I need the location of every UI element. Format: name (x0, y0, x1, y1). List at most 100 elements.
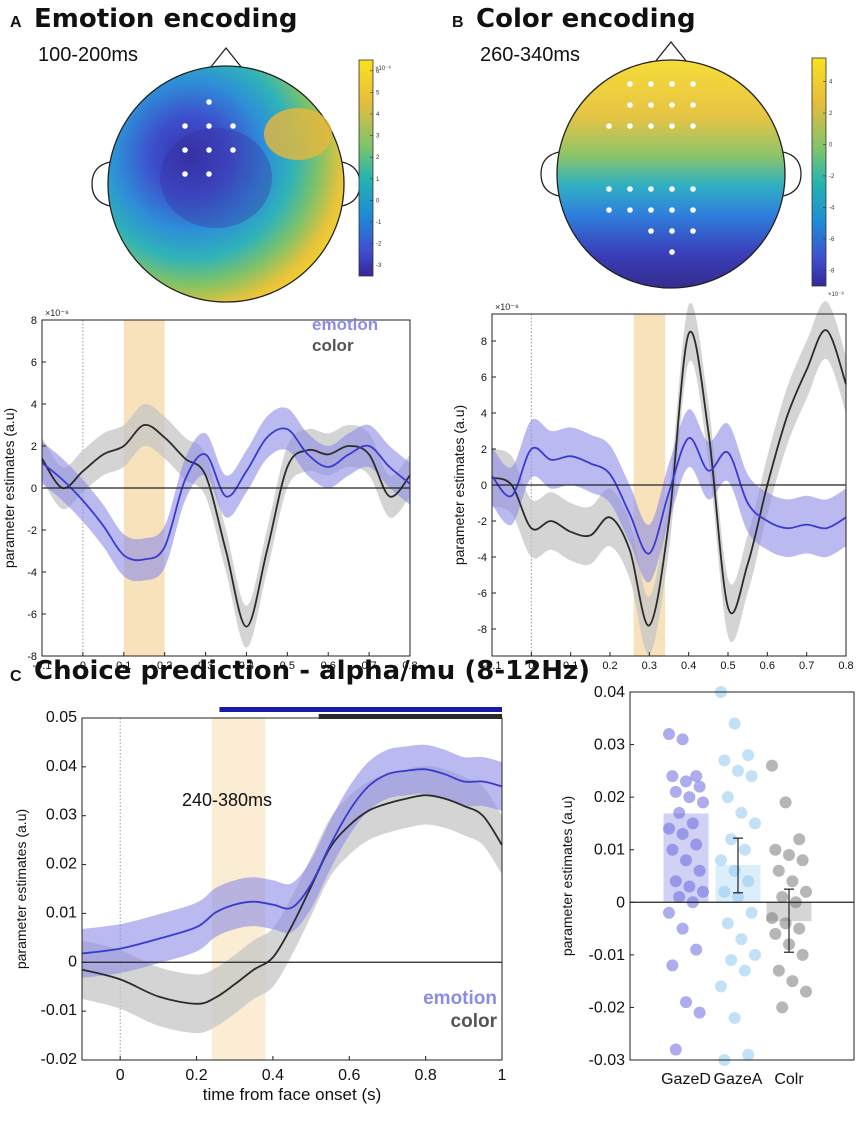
line-b-ylabel: parameter estimates (a.u) (451, 405, 467, 565)
colorbar-b-tick-label: -8 (829, 268, 835, 274)
line-b-ytick-label: 6 (481, 372, 487, 384)
topo-a-left-ear (91, 161, 111, 207)
topo-b-electrode (606, 123, 612, 129)
line-b-ytick-label: -8 (477, 624, 487, 636)
line-c-emotion-band (82, 744, 502, 978)
point-GazeD (663, 822, 675, 835)
point-GazeA (721, 791, 734, 804)
line-c-ytick-label: -0.02 (41, 1051, 78, 1068)
point-GazeD (676, 922, 689, 935)
line-a-xtick-label: 0.8 (402, 660, 417, 672)
topo-b-electrode (648, 228, 654, 234)
line-b-ytick-label: 2 (481, 444, 487, 456)
line-b-xtick-label: 0.1 (563, 660, 578, 672)
topo-b-electrode (669, 207, 675, 213)
topo-b-electrode (648, 102, 654, 108)
point-GazeD (693, 864, 706, 877)
point-GazeA (721, 917, 734, 930)
line-c-ylabel: parameter estimates (a.u) (13, 809, 29, 969)
category-label-GazeA: GazeA (714, 1071, 763, 1088)
topo-a-nose (209, 46, 243, 69)
topo-b-electrode (606, 207, 612, 213)
point-Colr (779, 917, 792, 930)
point-Colr (766, 759, 778, 772)
point-GazeA (749, 948, 761, 961)
point-GazeD (697, 796, 709, 809)
point-Colr (786, 975, 799, 988)
point-Colr (793, 833, 806, 846)
point-GazeD (673, 806, 686, 819)
colorbar-a-tick-label: 5 (376, 90, 380, 96)
colorbar-b-tick-label: -4 (829, 205, 835, 211)
line-c-xtick-label: 0.6 (338, 1067, 360, 1084)
topo-b-left-ear (540, 151, 560, 197)
point-GazeD (666, 770, 679, 783)
line-a-xtick-label: -0.1 (33, 660, 52, 672)
topo-a-electrode (230, 147, 236, 153)
line-chart-c: 0 0.2 0.4 0.6 0.8 1 -0.02 -0.01 0 0.01 0.02 0.03 0.0… (13, 707, 507, 1104)
colorbar-a-tick-label: 4 (376, 112, 380, 118)
point-GazeD (669, 875, 682, 888)
point-GazeA (735, 806, 748, 819)
point-GazeA (738, 843, 751, 856)
point-Colr (769, 843, 782, 856)
line-c-ytick-label: 0.04 (46, 758, 77, 775)
line-a-xtick-label: 0.4 (239, 660, 254, 672)
panel-a-window: 100-200ms (38, 44, 139, 66)
line-a-xtick-label: 0.6 (321, 660, 336, 672)
line-b-emotion-band (492, 409, 846, 583)
topo-b-electrode (669, 81, 675, 87)
line-c-xtick-label: 1 (498, 1067, 507, 1084)
colorbar-b-exponent: ×10⁻⁸ (828, 291, 844, 298)
line-a-xtick-label: 0.5 (280, 660, 295, 672)
line-b-xtick-label: 0.3 (642, 660, 657, 672)
line-b-ytick-label: -2 (477, 516, 487, 528)
colorbar-b-tick-label: -2 (829, 174, 835, 180)
line-c-legend-emotion: emotion (423, 988, 497, 1009)
line-a-legend-color: color (312, 336, 354, 355)
topo-b-electrode (690, 228, 696, 234)
line-a-xtick-label: 0.7 (361, 660, 376, 672)
topo-a-hotspot (264, 108, 332, 160)
topo-a-electrode (230, 123, 236, 129)
category-label-GazeD: GazeD (661, 1071, 711, 1088)
point-GazeA (728, 1011, 741, 1024)
point-GazeA (728, 717, 741, 730)
topo-b-electrode (627, 102, 633, 108)
point-Colr (776, 891, 789, 904)
point-GazeA (749, 817, 761, 830)
point-GazeA (732, 891, 744, 904)
bar-ytick-label: 0.02 (594, 789, 625, 806)
bar-ytick-label: 0.03 (594, 737, 625, 754)
point-GazeD (669, 1043, 682, 1056)
topo-b-electrode (669, 102, 675, 108)
line-a-ytick-label: 2 (31, 441, 37, 453)
point-Colr (776, 1001, 789, 1014)
topo-b-electrode (627, 207, 633, 213)
point-GazeA (728, 864, 741, 877)
colorbar-a-tick-label: 1 (376, 177, 380, 183)
topo-a-electrode (206, 99, 212, 105)
line-b-ytick-label: 8 (481, 336, 487, 348)
point-GazeD (673, 891, 686, 904)
line-b-xtick-label: 0.8 (838, 660, 853, 672)
colorbar-a-exponent: ×10⁻⁸ (375, 65, 391, 72)
line-a-ytick-label: -6 (27, 609, 37, 621)
colorbar-b-tick-label: 4 (829, 80, 833, 86)
line-c-significance-emotion (219, 707, 503, 712)
line-b-xtick-label: 0.6 (760, 660, 775, 672)
line-chart-a: -0.1 0 0.1 0.2 0.3 0.4 0.5 0.6 0.7 0.8 -8 -6 -4 -2 0 2 4… (1, 308, 418, 672)
panel-b-letter: B (452, 14, 464, 31)
line-chart-b: -0.1 0 0.1 0.2 0.3 0.4 0.5 0.6 0.7 0.8 -8 -6 -4 -2 0 2 4… (451, 301, 854, 672)
topo-b-electrode (648, 186, 654, 192)
topo-a-electrode (182, 171, 188, 177)
line-a-ytick-label: -4 (27, 567, 37, 579)
colorbar-a-tick-label: -1 (376, 220, 382, 226)
line-a-xtick-label: 0.2 (157, 660, 172, 672)
line-a-ytick-label: 6 (31, 357, 37, 369)
line-c-significance-color (318, 714, 502, 719)
point-GazeA (718, 885, 731, 898)
point-GazeD (666, 843, 679, 856)
line-c-emotion-line (81, 768, 503, 955)
line-a-emotion-line (41, 427, 411, 562)
